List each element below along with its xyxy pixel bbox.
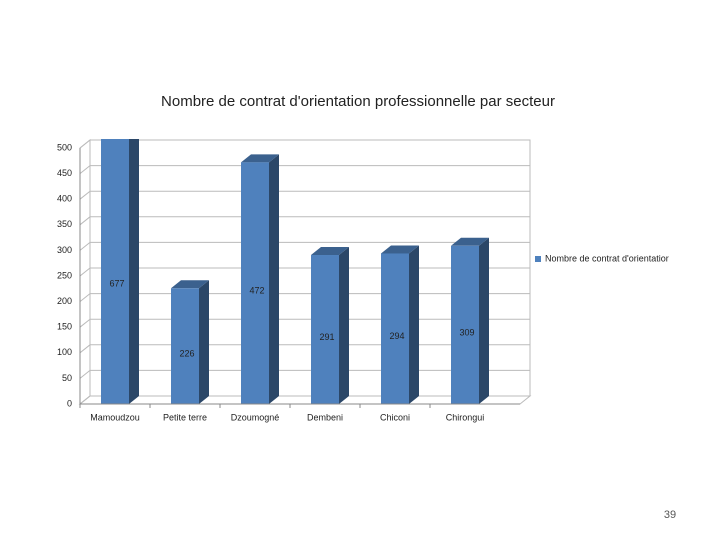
data-label: 294 bbox=[389, 331, 404, 341]
x-tick-label: Chirongui bbox=[446, 412, 485, 422]
data-label: 291 bbox=[319, 332, 334, 342]
bar-side bbox=[129, 139, 139, 404]
y-tick-label: 0 bbox=[67, 398, 72, 408]
legend-label: Nombre de contrat d'orientatior bbox=[545, 253, 669, 263]
grid-line bbox=[79, 241, 530, 251]
y-tick-label: 350 bbox=[57, 219, 72, 229]
bar-top bbox=[451, 237, 489, 246]
y-tick-label: 300 bbox=[57, 245, 72, 255]
x-tick-label: Dembeni bbox=[307, 412, 343, 422]
bar bbox=[451, 245, 479, 404]
bar-side bbox=[479, 237, 489, 404]
bars bbox=[101, 49, 489, 404]
x-tick-label: Dzoumogné bbox=[231, 412, 280, 422]
y-tick-label: 450 bbox=[57, 168, 72, 178]
bar bbox=[381, 253, 409, 404]
data-label: 472 bbox=[249, 286, 264, 296]
bar bbox=[171, 288, 199, 404]
chart-title: Nombre de contrat d'orientation professi… bbox=[161, 93, 555, 110]
grid-line bbox=[79, 139, 530, 149]
x-tick-label: Petite terre bbox=[163, 412, 207, 422]
x-tick-label: Mamoudzou bbox=[90, 412, 140, 422]
x-tick-label: Chiconi bbox=[380, 412, 410, 422]
slide-number: 39 bbox=[664, 509, 676, 521]
bar-side bbox=[339, 247, 349, 404]
y-tick-label: 500 bbox=[57, 142, 72, 152]
y-tick-label: 50 bbox=[62, 373, 72, 383]
bar-top bbox=[101, 49, 139, 57]
grid-line bbox=[79, 216, 530, 226]
bar-top bbox=[311, 247, 349, 256]
grid-line bbox=[79, 165, 530, 174]
bar-top bbox=[381, 245, 419, 254]
bar-side bbox=[199, 280, 209, 404]
data-label: 309 bbox=[459, 327, 474, 337]
y-tick-label: 200 bbox=[57, 296, 72, 306]
y-tick-label: 250 bbox=[57, 270, 72, 280]
bar bbox=[311, 255, 339, 404]
grid-line bbox=[79, 190, 530, 200]
data-label: 226 bbox=[179, 349, 194, 359]
y-tick-label: 100 bbox=[57, 347, 72, 357]
y-tick-label: 400 bbox=[57, 194, 72, 204]
bar bbox=[101, 139, 129, 404]
bar-side bbox=[269, 154, 279, 404]
bar-top bbox=[241, 154, 279, 163]
bar bbox=[241, 162, 269, 404]
data-label: 677 bbox=[109, 278, 124, 288]
bar-side bbox=[409, 245, 419, 404]
y-tick-label: 150 bbox=[57, 322, 72, 332]
legend-swatch bbox=[535, 256, 541, 262]
bar-top bbox=[171, 280, 209, 289]
